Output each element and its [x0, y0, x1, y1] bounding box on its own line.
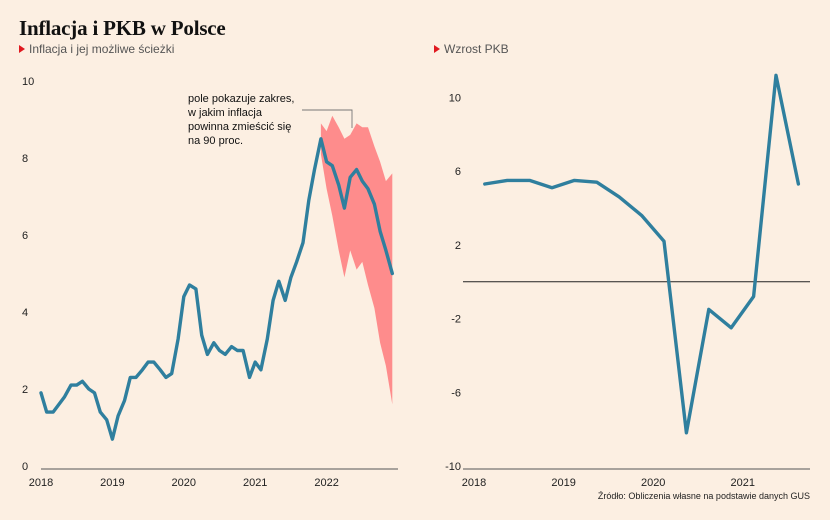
- annotation-leader-line: [302, 109, 353, 128]
- inflation-series-line: [39, 137, 394, 441]
- y-tick-label: 2: [455, 240, 461, 252]
- left-chart-subtitle: Inflacja i jej możliwe ścieżki: [19, 42, 174, 56]
- x-tick-label: 2019: [551, 477, 575, 489]
- x-tick-label: 2018: [29, 477, 53, 489]
- gdp-series-line: [483, 73, 801, 435]
- x-tick-label: 2022: [314, 477, 338, 489]
- y-tick-label: -2: [451, 314, 461, 326]
- x-tick-label: 2019: [100, 477, 124, 489]
- x-tick-label: 2021: [243, 477, 267, 489]
- annotation-text-line: w jakim inflacja: [187, 107, 263, 119]
- x-tick-label: 2018: [462, 477, 486, 489]
- left-subtitle-text: Inflacja i jej możliwe ścieżki: [29, 42, 175, 56]
- right-chart-subtitle: Wzrost PKB: [434, 42, 509, 56]
- chart-title: Inflacja i PKB w Polsce: [19, 16, 226, 40]
- y-tick-label: 4: [22, 307, 28, 319]
- x-tick-label: 2021: [731, 477, 755, 489]
- y-tick-label: 6: [455, 166, 461, 178]
- y-tick-label: 10: [22, 76, 34, 88]
- y-tick-label: 2: [22, 384, 28, 396]
- y-tick-label: -6: [451, 387, 461, 399]
- annotation-text-line: na 90 proc.: [188, 135, 243, 147]
- annotation-text-line: pole pokazuje zakres,: [188, 93, 294, 105]
- x-tick-label: 2020: [172, 477, 196, 489]
- y-tick-label: 10: [449, 92, 461, 104]
- right-subtitle-text: Wzrost PKB: [444, 42, 509, 56]
- y-tick-label: 6: [22, 230, 28, 242]
- x-tick-label: 2020: [641, 477, 665, 489]
- y-tick-label: 0: [22, 461, 28, 473]
- inflation-range-band: [320, 115, 393, 405]
- red-triangle-icon: [434, 45, 440, 53]
- source-note: Źródło: Obliczenia własne na podstawie d…: [597, 491, 810, 501]
- y-tick-label: 8: [22, 153, 28, 165]
- red-triangle-icon: [19, 45, 25, 53]
- annotation-text-line: powinna zmieścić się: [188, 121, 291, 133]
- y-tick-label: -10: [445, 461, 461, 473]
